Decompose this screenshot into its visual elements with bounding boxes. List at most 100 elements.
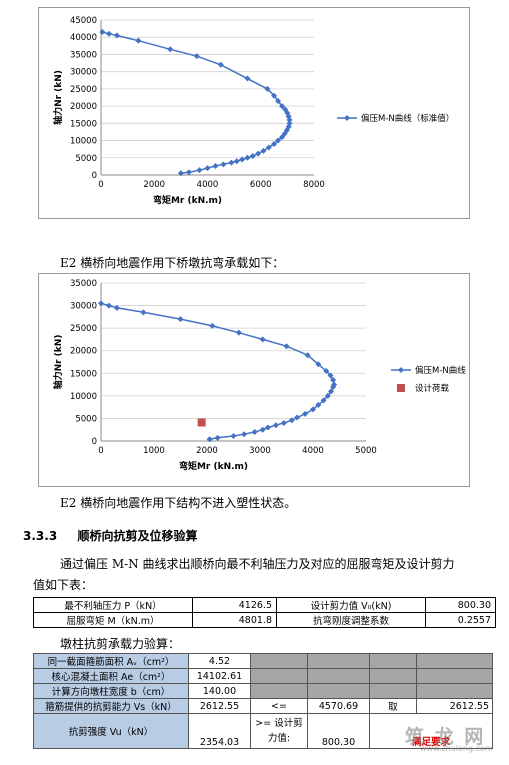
data-point: [105, 302, 112, 309]
legend-label: 偏压M-N曲线: [415, 365, 466, 376]
table-cell-label: 抗弯刚度调整系数: [276, 612, 426, 628]
y-tick-label: 30000: [70, 68, 97, 78]
data-point: [214, 434, 221, 441]
data-point: [99, 29, 106, 36]
legend-marker: [398, 367, 404, 373]
table-row: 同一截面箍筋面积 Aᵥ（cm²） 4.52: [33, 653, 493, 669]
table-cell-label: 抗剪强度 Vu（kN）: [33, 713, 189, 749]
x-axis-label: 弯矩Mr (kN.m): [179, 460, 248, 472]
watermark-logo: 筑 龙 网: [405, 726, 486, 748]
y-tick-label: 5000: [75, 414, 97, 424]
data-point: [230, 433, 237, 440]
data-point: [294, 414, 301, 421]
table-row: 计算方向墩柱宽度 b（cm） 140.00: [33, 683, 493, 699]
x-tick-label: 8000: [303, 180, 325, 190]
data-point: [271, 141, 278, 147]
chart-2: 0 5000 10000 15000 20000 25000 30000 35000 0 1000…: [52, 279, 466, 472]
table-cell-value: 140.00: [188, 683, 251, 699]
section-heading: 3.3.3 顺桥向抗剪及位移验算: [23, 527, 198, 544]
y-tick-label: 5000: [75, 154, 97, 164]
y-tick-label: 25000: [70, 324, 97, 334]
paragraph-e2-no-plastic: E2 横桥向地震作用下结构不进入塑性状态。: [60, 496, 297, 510]
watermark-url: www.zhulong.com: [420, 744, 493, 753]
table-cell-empty: [250, 683, 308, 699]
x-tick-label: 5000: [355, 446, 377, 456]
data-point: [209, 322, 216, 329]
data-point: [283, 343, 290, 350]
chart-1-frame: 0 5000 10000 15000 20000 25000 30000 35000 40000…: [38, 7, 470, 219]
data-point: [272, 422, 279, 429]
table-cell-empty: [250, 653, 308, 669]
table-cell-label: 设计剪力值 V₀(kN): [276, 597, 426, 613]
chart-2-frame: 0 5000 10000 15000 20000 25000 30000 35000 0 1000…: [38, 273, 470, 487]
data-point: [249, 153, 256, 160]
data-point: [304, 352, 311, 359]
table-row: 箍筋提供的抗剪能力 Vs（kN） 2612.55 <= 4570.69 取 26…: [33, 698, 493, 714]
data-point: [196, 167, 203, 174]
x-tick-label: 6000: [250, 180, 272, 190]
y-tick-label: 10000: [70, 392, 97, 402]
table-cell-value: 0.2557: [425, 612, 496, 628]
table-cell-empty: [307, 683, 370, 699]
y-tick-label: 30000: [70, 302, 97, 312]
data-point: [323, 368, 330, 375]
series-line: [102, 31, 291, 175]
chart-1: 0500010000150002000025000300003500040000…: [52, 16, 454, 206]
data-point: [244, 154, 251, 161]
legend-marker: [397, 384, 405, 392]
data-point: [217, 61, 224, 68]
data-point: [220, 161, 227, 168]
table-cell-empty: [369, 653, 417, 669]
shear-check-table: 同一截面箍筋面积 Aᵥ（cm²） 4.52 核心混凝土面积 Ae（cm²） 14…: [33, 653, 493, 749]
data-point: [241, 431, 248, 438]
table-cell-label: 计算方向墩柱宽度 b（cm）: [33, 683, 189, 699]
legend-marker: [344, 115, 350, 121]
x-tick-label: 1000: [143, 446, 165, 456]
table-cell-value: 800.30: [307, 713, 370, 749]
table-cell-empty: [416, 668, 493, 684]
data-point: [275, 137, 282, 144]
table-cell-value: 4570.69: [307, 698, 370, 714]
data-point: [228, 159, 235, 166]
data-point: [275, 97, 282, 104]
table-cell-value: 2354.03: [188, 713, 251, 749]
data-point: [255, 150, 262, 157]
data-point: [265, 144, 272, 151]
y-tick-label: 10000: [70, 137, 97, 147]
operator-line-2: 力值:: [267, 733, 291, 744]
x-tick-label: 2000: [196, 446, 218, 456]
data-point: [259, 336, 266, 343]
data-point: [212, 163, 219, 170]
x-tick-label: 0: [98, 446, 103, 456]
paragraph-e2-bending: E2 横桥向地震作用下桥墩抗弯承载如下：: [60, 256, 285, 270]
x-tick-label: 0: [98, 180, 103, 190]
data-point: [233, 158, 240, 165]
data-point: [113, 32, 120, 39]
data-point: [239, 156, 246, 163]
table-cell-empty: [307, 668, 370, 684]
table-row: 核心混凝土面积 Ae（cm²） 14102.61: [33, 668, 493, 684]
table-cell-label: 最不利轴压力 P（kN）: [33, 597, 193, 613]
y-tick-label: 35000: [70, 279, 97, 289]
y-tick-label: 40000: [70, 33, 97, 43]
data-point: [140, 309, 147, 316]
table-cell-value: 4126.5: [192, 597, 277, 613]
data-point: [167, 46, 174, 53]
paragraph-longitudinal-line2: 值如下表：: [33, 578, 94, 592]
data-point: [271, 92, 278, 99]
table-row: 抗剪强度 Vu（kN） 2354.03 >= 设计剪 力值: 800.30 满足…: [33, 713, 493, 749]
shear-check-subtitle: 墩柱抗剪承载力验算：: [60, 637, 181, 651]
data-point: [320, 397, 327, 404]
data-point: [280, 419, 287, 426]
x-tick-label: 3000: [249, 446, 271, 456]
table-cell-value: 800.30: [425, 597, 496, 613]
data-point: [113, 304, 120, 311]
y-axis-label: 轴力Nr (kN): [52, 335, 64, 390]
table-cell-label: 核心混凝土面积 Ae（cm²）: [33, 668, 189, 684]
data-point: [259, 426, 266, 433]
legend-label: 偏压M-N曲线（标准值）: [361, 113, 454, 124]
x-tick-label: 2000: [143, 180, 165, 190]
check-result: 满足要求: [369, 713, 493, 749]
table-cell-operator: >= 设计剪 力值:: [250, 713, 308, 749]
data-point: [327, 372, 334, 379]
